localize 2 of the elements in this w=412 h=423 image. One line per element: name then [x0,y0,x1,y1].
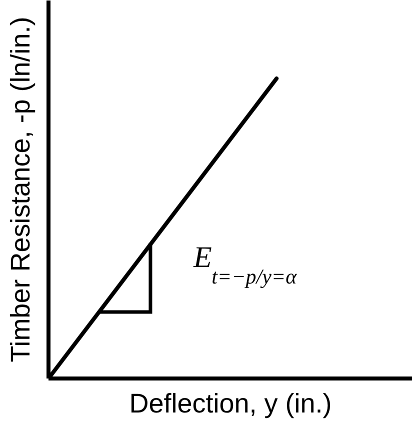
y-axis-title: Timber Resistance, -p (ln/in.) [6,16,36,362]
x-axis-title: Deflection, y (in.) [129,388,332,418]
